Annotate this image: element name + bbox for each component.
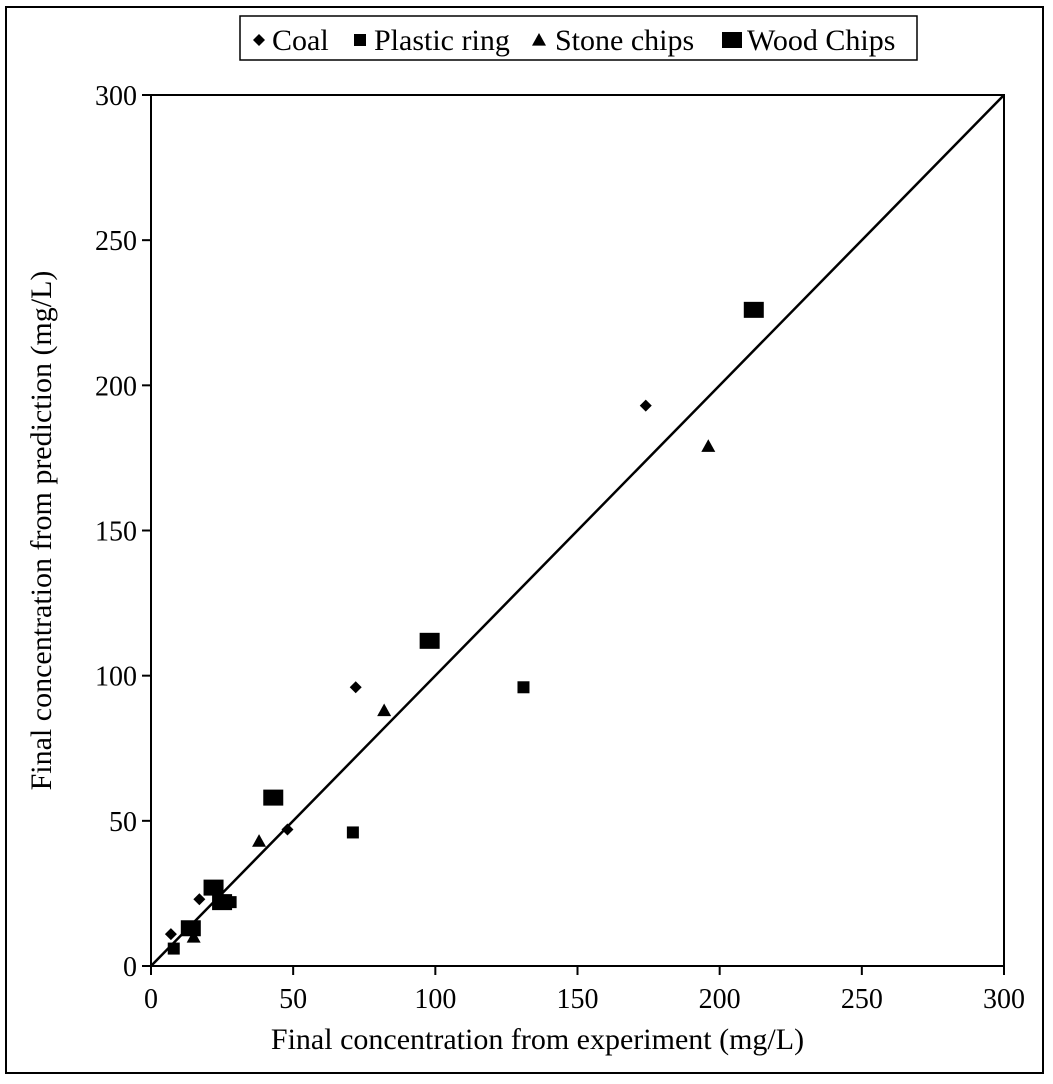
x-axis-title: Final concentration from experiment (mg/… <box>271 1023 804 1056</box>
legend: Coal Plastic ring Stone chips Wood Chips <box>239 15 918 61</box>
x-tick-label: 0 <box>144 984 158 1015</box>
legend-label: Wood Chips <box>747 24 895 57</box>
data-point <box>164 928 177 941</box>
scatter-chart: Coal Plastic ring Stone chips Wood Chips 0 5… <box>25 15 1025 1056</box>
data-point <box>419 632 440 649</box>
y-tick-label: 200 <box>95 371 137 402</box>
data-point <box>743 301 764 318</box>
legend-box <box>239 15 918 61</box>
data-point <box>186 929 201 943</box>
x-axis: 0 50 100 150 200 250 300 <box>144 966 1025 1015</box>
data-point <box>203 879 224 896</box>
data-point <box>180 920 201 937</box>
data-point <box>263 789 284 806</box>
y-tick-label: 100 <box>95 662 137 693</box>
x-tick-label: 300 <box>983 984 1025 1015</box>
data-point <box>346 826 359 839</box>
data-point <box>377 703 392 717</box>
data-point <box>167 942 180 955</box>
y-tick-label: 300 <box>95 81 137 112</box>
legend-label: Coal <box>272 24 329 57</box>
x-tick-label: 100 <box>414 984 456 1015</box>
data-point <box>281 823 294 836</box>
series-wood-chips <box>180 301 764 937</box>
legend-marker <box>532 33 546 46</box>
legend-marker <box>253 34 265 46</box>
series-stone-chips <box>186 439 716 943</box>
y-tick-label: 0 <box>123 952 137 983</box>
plot-area <box>150 94 1005 967</box>
legend-label: Stone chips <box>555 24 694 57</box>
legend-marker <box>354 34 366 46</box>
data-point <box>212 894 233 911</box>
x-tick-label: 200 <box>699 984 741 1015</box>
x-tick-label: 250 <box>841 984 883 1015</box>
y-axis: 0 50 100 150 200 250 300 <box>95 81 151 983</box>
legend-label: Plastic ring <box>374 24 510 57</box>
y-tick-label: 250 <box>95 226 137 257</box>
data-point <box>639 399 652 412</box>
data-point <box>193 893 206 906</box>
y-axis-title: Final concentration from prediction (mg/… <box>25 271 58 791</box>
series-coal <box>164 399 652 941</box>
x-tick-label: 50 <box>279 984 307 1015</box>
chart-frame: Coal Plastic ring Stone chips Wood Chips 0 5… <box>5 6 1044 1074</box>
data-point <box>701 439 716 452</box>
y-tick-label: 50 <box>109 807 137 838</box>
data-point <box>517 681 530 694</box>
data-point <box>349 681 362 694</box>
data-point <box>252 834 267 847</box>
y-tick-label: 150 <box>95 517 137 548</box>
series-plastic-ring <box>167 681 530 955</box>
reference-line <box>150 94 1005 967</box>
legend-marker <box>722 32 742 48</box>
x-tick-label: 150 <box>557 984 599 1015</box>
